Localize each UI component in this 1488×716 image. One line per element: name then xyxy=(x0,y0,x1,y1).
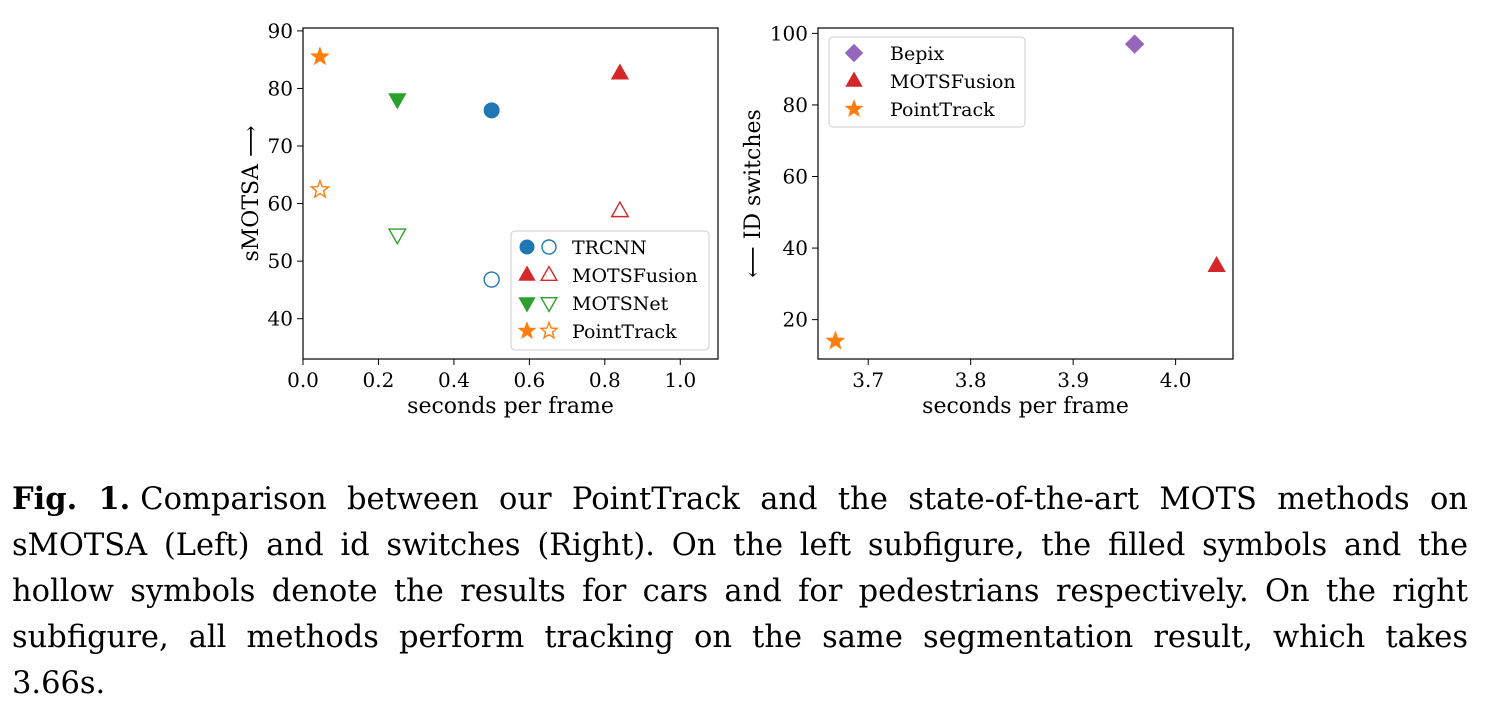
legend-marker-bepix xyxy=(844,43,864,63)
y-tick-label: 20 xyxy=(783,308,808,332)
x-tick-label: 0.4 xyxy=(438,368,470,392)
plot-frame xyxy=(817,27,1234,360)
data-point-motsfusion-hollow xyxy=(610,200,630,218)
plot-frame xyxy=(302,27,719,360)
figure-caption: Fig. 1. Comparison between our PointTrack… xyxy=(12,476,1468,707)
legend-marker-trcnn-filled xyxy=(519,239,535,255)
data-point-motsfusion-filled xyxy=(610,63,630,80)
legend-marker-pointtrack-filled xyxy=(517,321,537,340)
legend-label-pointtrack: PointTrack xyxy=(890,99,995,121)
data-point-motsfusion-filled xyxy=(1207,255,1226,273)
legend-label-motsfusion: MOTSFusion xyxy=(890,71,1016,93)
y-tick-label: 50 xyxy=(268,249,293,273)
x-tick-label: 3.8 xyxy=(955,368,987,392)
figure-charts: 0.0 0.2 0.4 0.6 0.8 1.0 40 50 60 70 80 90 seconds pe… xyxy=(239,19,1234,419)
x-tick-label: 3.7 xyxy=(852,368,884,392)
legend-label-bepix: Bepix xyxy=(890,43,944,65)
legend-marker-motsnet-hollow xyxy=(539,297,559,313)
legend-label-motsfusion: MOTSFusion xyxy=(572,265,698,287)
x-axis-label: seconds per frame xyxy=(922,394,1129,419)
y-axis-label: sMOTSA ⟶ xyxy=(239,125,264,261)
x-tick-label: 0.8 xyxy=(589,368,621,392)
legend-marker-motsnet-filled xyxy=(518,297,536,313)
legend-label-motsnet: MOTSNet xyxy=(572,293,669,315)
legend-box xyxy=(828,36,1026,128)
x-tick-label: 1.0 xyxy=(664,368,696,392)
y-tick-label: 60 xyxy=(783,165,808,189)
x-tick-label: 3.9 xyxy=(1057,368,1089,392)
data-point-pointtrack-filled xyxy=(310,46,330,66)
chart-left-smotsa: 0.0 0.2 0.4 0.6 0.8 1.0 40 50 60 70 80 90 seconds pe… xyxy=(239,19,719,419)
y-tick-label: 40 xyxy=(268,307,293,331)
data-point-pointtrack-filled xyxy=(825,330,846,350)
y-tick-label: 100 xyxy=(770,21,808,45)
legend-marker-trcnn-hollow xyxy=(541,239,557,255)
chart-right-id-switches: 3.7 3.8 3.9 4.0 20 40 60 80 100 seconds per frame… xyxy=(741,21,1234,419)
caption-label: Fig. 1. xyxy=(12,481,131,517)
x-tick-label: 0.0 xyxy=(287,368,319,392)
data-point-motsnet-filled xyxy=(388,93,407,110)
legend-marker-motsfusion-filled xyxy=(518,265,536,281)
caption-text: Comparison between our PointTrack and th… xyxy=(12,482,1468,701)
legend-box xyxy=(510,230,710,351)
x-axis-label: seconds per frame xyxy=(407,394,614,419)
y-tick-label: 70 xyxy=(268,134,293,158)
data-point-motsnet-hollow xyxy=(387,228,407,246)
x-tick-label: 0.2 xyxy=(363,368,395,392)
y-axis-label: ⟵ ID switches xyxy=(741,109,766,278)
legend-marker-motsfusion xyxy=(845,71,863,87)
data-point-trcnn-filled xyxy=(483,102,500,119)
legend-label-pointtrack: PointTrack xyxy=(572,321,677,343)
legend-marker-pointtrack xyxy=(844,99,864,118)
legend-label-trcnn: TRCNN xyxy=(572,237,647,259)
data-point-bepix-filled xyxy=(1124,34,1145,54)
y-tick-label: 60 xyxy=(268,192,293,216)
y-tick-label: 80 xyxy=(268,76,293,100)
legend-marker-motsfusion-hollow xyxy=(539,265,559,281)
legend-marker-pointtrack-hollow xyxy=(539,320,559,340)
x-tick-label: 4.0 xyxy=(1160,368,1192,392)
x-tick-label: 0.6 xyxy=(513,368,545,392)
y-tick-label: 40 xyxy=(783,236,808,260)
y-tick-label: 90 xyxy=(268,19,293,43)
data-point-trcnn-hollow xyxy=(483,271,500,288)
y-tick-label: 80 xyxy=(783,93,808,117)
data-point-pointtrack-hollow xyxy=(309,178,331,199)
